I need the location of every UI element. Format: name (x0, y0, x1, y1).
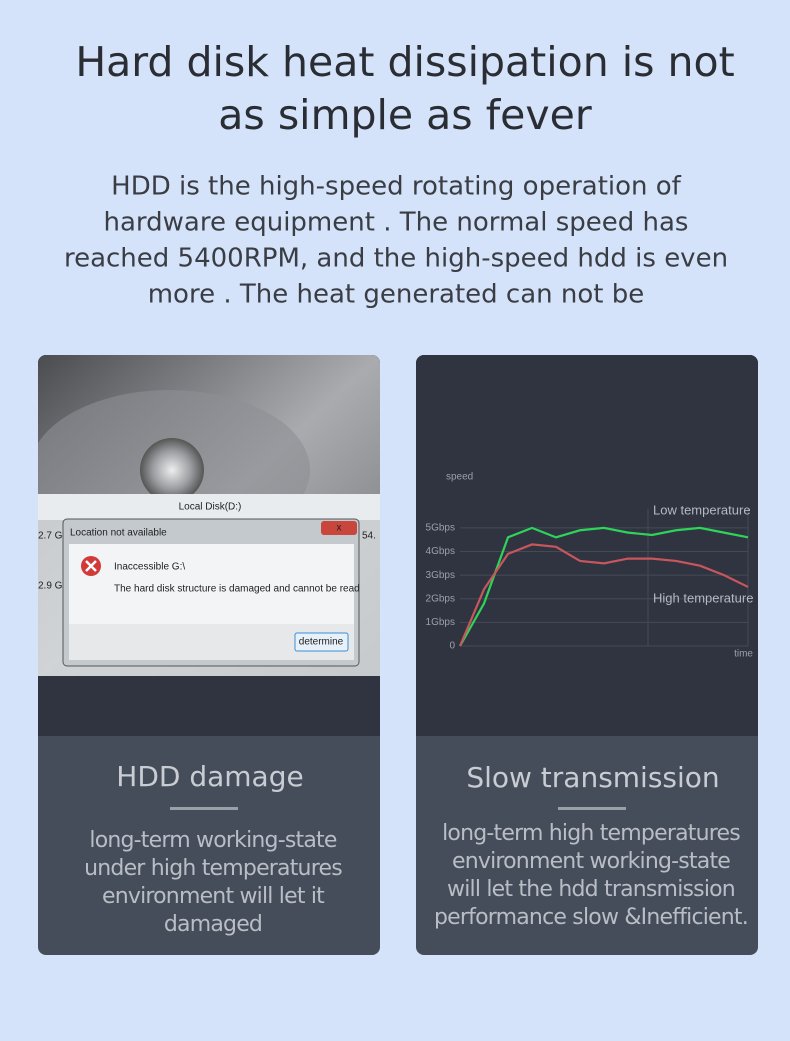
fragment: 2.7 GE (38, 531, 69, 542)
y-tick-label: 3Gbps (426, 570, 455, 581)
card-body: under high temperatures (84, 856, 342, 881)
y-tick-label: 2Gbps (426, 593, 455, 604)
card-body: damaged (164, 912, 262, 937)
dialog-title: Location not available (70, 528, 167, 539)
y-tick-label: 0 (449, 641, 455, 652)
intro: more . The heat generated can not be (148, 280, 645, 310)
card-top (416, 355, 758, 736)
card-body: long-term high temperatures (442, 821, 740, 846)
header: Hard disk heat dissipation is not as sim… (64, 38, 735, 310)
divider (558, 807, 626, 810)
card-body: will let the hdd transmission (447, 877, 735, 902)
window-bar (38, 494, 380, 520)
x-axis-label: time (734, 649, 753, 660)
button-label: determine (299, 637, 344, 648)
error-title: Inaccessible G:\ (114, 562, 185, 573)
card-body: performance slow &Inefficient. (434, 905, 748, 930)
y-tick-label: 5Gbps (426, 523, 455, 534)
card: Local Disk(D:) 2.7 GE 2.9 GE 54. Locatio… (38, 355, 380, 955)
legend-label: Low temperature (653, 502, 751, 517)
chart: 0 1Gbps 2Gbps 3Gbps 4Gbps 5Gbps speed time Low t… (426, 472, 754, 660)
intro: reached 5400RPM, and the high-speed hdd … (64, 244, 728, 274)
error-icon-x (85, 560, 97, 572)
close-label: x (337, 523, 342, 534)
spindle (140, 438, 204, 502)
y-axis-label: speed (446, 472, 473, 483)
card-heading: HDD damage (116, 760, 303, 793)
y-tick-label: 1Gbps (426, 617, 455, 628)
title: Hard disk heat dissipation is not (75, 38, 734, 86)
error-message: The hard disk structure is damaged and c… (114, 584, 360, 595)
card-body: environment working-state (452, 849, 730, 874)
intro: HDD is the high-speed rotating operation… (111, 172, 682, 202)
determine-button[interactable] (294, 632, 349, 652)
fragment: 54. (362, 531, 376, 542)
fragment: 2.9 GE (38, 581, 69, 592)
series-line (458, 543, 749, 647)
card-body: environment will let it (102, 884, 325, 909)
title: as simple as fever (218, 91, 592, 139)
series-line (459, 526, 749, 647)
card-heading: Slow transmission (466, 761, 719, 794)
card-body: long-term working-state (89, 828, 336, 853)
y-tick-label: 4Gbps (426, 546, 455, 557)
legend-label: High temperature (653, 590, 753, 605)
window-title: Local Disk(D:) (179, 502, 242, 513)
card: 0 1Gbps 2Gbps 3Gbps 4Gbps 5Gbps speed time Low t… (416, 355, 758, 955)
close-button[interactable] (321, 521, 357, 535)
divider (170, 807, 238, 810)
intro: hardware equipment . The normal speed ha… (104, 208, 689, 238)
